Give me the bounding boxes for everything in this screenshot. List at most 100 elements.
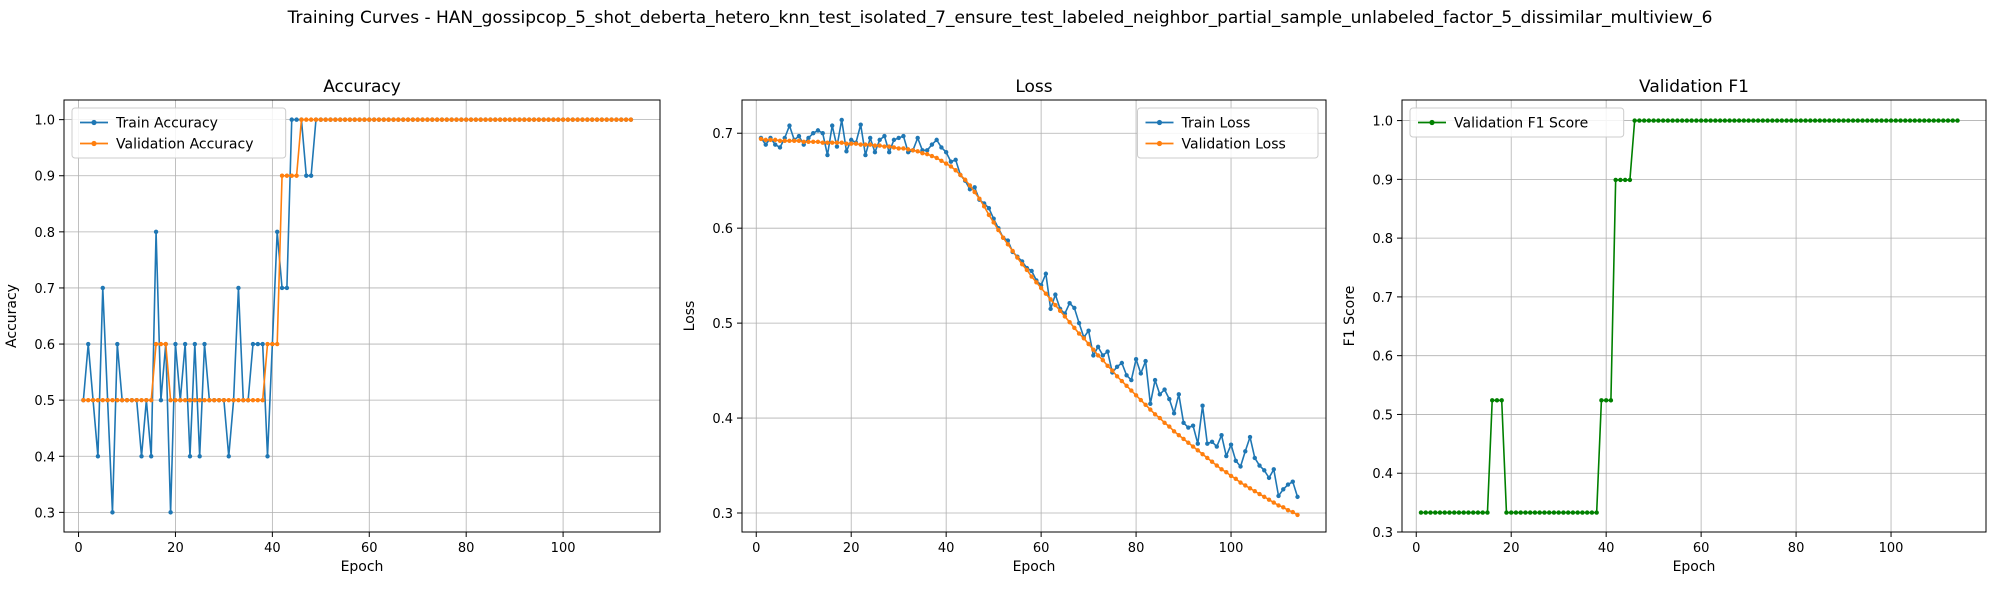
validation-f1-score-point (1936, 118, 1941, 123)
train-loss-point (1053, 292, 1058, 297)
legend-label: Validation Loss (1182, 137, 1286, 153)
train-loss-point (1114, 364, 1120, 369)
y-tick-label: 1.0 (34, 114, 55, 129)
train-loss-point (1171, 411, 1177, 416)
validation-accuracy-point (318, 117, 324, 122)
validation-loss-point (1029, 274, 1034, 279)
train-loss-point (1043, 271, 1049, 276)
accuracy-chart: 0 20 40 60 80 100 0.3 0.4 0.5 0.6 0.7 0.8 0.9 1.0 Accu… (4, 77, 661, 575)
train-accuracy-point (158, 397, 164, 403)
validation-accuracy-point (241, 397, 246, 403)
validation-accuracy-point (158, 341, 164, 347)
validation-loss-point (1076, 331, 1082, 336)
train-loss-point (896, 135, 901, 141)
validation-loss-point (1167, 424, 1172, 429)
validation-loss-point (972, 189, 977, 195)
validation-f1-score-point (1945, 118, 1951, 123)
train-accuracy-point (197, 454, 202, 459)
train-loss-point (1143, 358, 1148, 364)
validation-accuracy-point (333, 117, 338, 122)
train-loss-point (986, 206, 992, 211)
validation-f1-score-point (1490, 398, 1495, 403)
train-loss-point (934, 137, 939, 143)
validation-f1-score-point (1727, 118, 1732, 123)
validation-accuracy-point (168, 397, 173, 403)
train-loss-point (844, 149, 849, 154)
validation-accuracy-point (507, 117, 512, 122)
validation-f1-score-point (1789, 118, 1794, 123)
validation-f1-score-point (1822, 118, 1827, 123)
validation-loss-point (958, 172, 963, 178)
x-axis-label: Epoch (1013, 559, 1056, 575)
validation-loss-point (1124, 383, 1129, 388)
validation-f1-score-point (1926, 118, 1932, 123)
validation-loss-point (1205, 455, 1210, 461)
validation-loss-point (1005, 242, 1011, 247)
validation-f1-score-point (1917, 118, 1922, 123)
validation-loss-point (1105, 363, 1110, 369)
validation-loss-point (953, 168, 958, 173)
validation-accuracy-point (308, 117, 314, 122)
train-loss-point (901, 133, 906, 139)
validation-loss-point (1057, 308, 1063, 313)
validation-loss-point (1048, 297, 1053, 302)
validation-loss-point (1148, 407, 1153, 412)
validation-accuracy-point (391, 117, 396, 122)
validation-loss-point (773, 137, 778, 143)
validation-accuracy-point (565, 117, 571, 122)
train-loss-point (820, 131, 825, 136)
validation-loss-point (815, 139, 821, 144)
validation-loss-point (867, 142, 873, 147)
validation-accuracy-point (415, 117, 420, 122)
validation-accuracy-point (226, 397, 231, 403)
train-loss-point (1091, 353, 1096, 358)
validation-accuracy-point (614, 117, 619, 122)
validation-f1-score-point (1850, 118, 1856, 123)
y-tick-label: 0.4 (1372, 467, 1393, 482)
validation-accuracy-point (144, 397, 149, 403)
x-tick-label: 60 (361, 541, 378, 556)
validation-f1-score-point (1518, 510, 1523, 515)
x-tick-label: 0 (1412, 541, 1420, 556)
legend-swatch-marker (1156, 140, 1163, 147)
validation-loss-point (1038, 285, 1044, 291)
validation-f1-score-point (1708, 118, 1713, 123)
validation-f1-score-point (1670, 118, 1675, 123)
y-tick-label: 0.4 (34, 450, 55, 465)
validation-accuracy-point (594, 117, 600, 122)
x-tick-label: 40 (938, 541, 955, 556)
validation-loss-point (787, 138, 792, 144)
validation-accuracy-point (352, 117, 357, 122)
train-accuracy-point (192, 341, 198, 347)
validation-loss-point (1276, 503, 1281, 508)
validation-accuracy-point (294, 173, 299, 178)
y-tick-label: 0.3 (1372, 526, 1393, 541)
validation-f1-score-point (1950, 118, 1955, 123)
x-axis-label: Epoch (341, 559, 384, 575)
validation-f1-score-point (1551, 510, 1557, 515)
validation-f1-score-point (1760, 118, 1766, 123)
x-tick-label: 60 (1033, 541, 1050, 556)
x-tick-label: 20 (1503, 541, 1520, 556)
train-loss-point (1243, 449, 1248, 454)
validation-accuracy-point (434, 117, 440, 122)
validation-accuracy-point (139, 397, 144, 403)
y-tick-label: 0.9 (1372, 173, 1393, 188)
validation-loss-point (1043, 291, 1049, 296)
validation-f1-score-point (1817, 118, 1823, 123)
train-accuracy-point (110, 510, 115, 515)
validation-loss-line (760, 138, 1298, 516)
validation-accuracy-point (178, 397, 183, 403)
y-tick-label: 0.8 (34, 226, 55, 241)
train-loss-point (924, 148, 930, 153)
validation-f1-score-point (1765, 118, 1770, 123)
validation-f1-score-point (1613, 177, 1618, 183)
loss-chart: 0 20 40 60 80 100 0.3 0.4 0.5 0.6 0.7 Loss Epoch Loss… (682, 77, 1327, 575)
validation-loss-point (1138, 397, 1144, 403)
x-tick-label: 100 (551, 541, 576, 556)
train-loss-point (1262, 468, 1267, 473)
validation-f1-score-point (1746, 118, 1751, 123)
validation-loss-point (886, 144, 892, 149)
validation-accuracy-point (187, 397, 193, 403)
validation-loss-point (1257, 491, 1262, 497)
